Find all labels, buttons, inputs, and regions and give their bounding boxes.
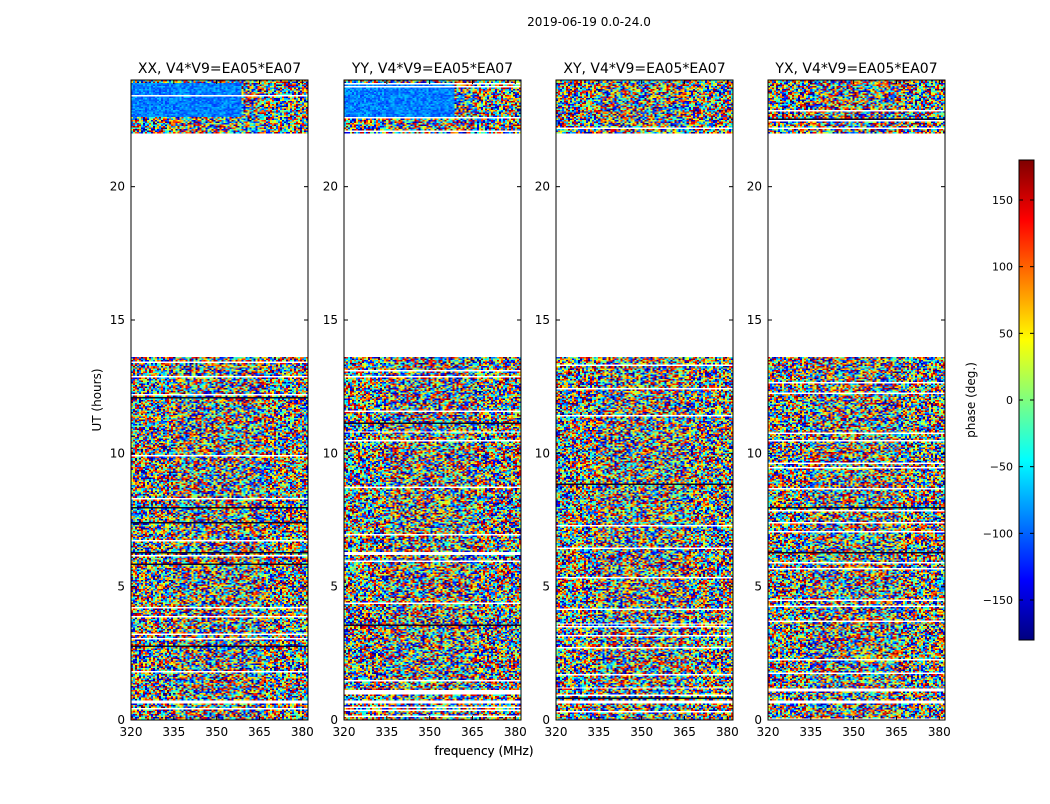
axes-frame	[767, 79, 946, 721]
x-tick-label: 365	[673, 725, 696, 739]
x-tick-label: 350	[205, 725, 228, 739]
panel-title: YY, V4*V9=EA05*EA07	[351, 61, 513, 77]
panel-1: XX, V4*V9=EA05*EA07 320 335 350 365 380 0 5 10 15…	[90, 61, 534, 758]
colorbar-tick-label: −150	[983, 594, 1013, 607]
x-axis-label: frequency (MHz)	[434, 744, 533, 758]
y-tick-label: 15	[747, 313, 762, 327]
heatmap-image-4	[768, 80, 945, 720]
y-tick-label: 5	[117, 580, 125, 594]
x-tick-label: 335	[162, 725, 185, 739]
x-tick-label: 380	[928, 725, 951, 739]
y-axis-label: UT (hours)	[90, 368, 104, 431]
x-tick-label: 320	[757, 725, 780, 739]
y-tick-label: 5	[330, 580, 338, 594]
y-tick-label: 0	[117, 713, 125, 727]
x-tick-label: 365	[461, 725, 484, 739]
y-tick-label: 0	[330, 713, 338, 727]
x-tick-label: 320	[120, 725, 143, 739]
y-tick-label: 15	[323, 313, 338, 327]
panel-title: YX, V4*V9=EA05*EA07	[774, 61, 937, 77]
panel-title: XY, V4*V9=EA05*EA07	[563, 61, 725, 77]
y-tick-label: 15	[110, 313, 125, 327]
y-tick-label: 10	[323, 446, 338, 460]
axes-frame	[343, 79, 522, 721]
axes-frame	[130, 79, 309, 721]
colorbar: 150 100 50 0 −50 −100 −150 phase (deg.)	[964, 159, 1035, 641]
heatmap-image-1	[131, 80, 308, 720]
x-axis-label: frequency (MHz)	[434, 744, 533, 758]
y-tick-label: 5	[754, 580, 762, 594]
y-tick-label: 20	[535, 180, 550, 194]
y-tick-label: 20	[747, 180, 762, 194]
heatmap-image-3	[556, 80, 733, 720]
x-tick-label: 335	[587, 725, 610, 739]
y-tick-label: 10	[110, 446, 125, 460]
panel-3: XY, V4*V9=EA05*EA07 320 335 350 365 380 0 5 10 15…	[535, 61, 739, 739]
x-tick-label: 335	[799, 725, 822, 739]
x-tick-label: 365	[248, 725, 271, 739]
figure-suptitle: 2019-06-19 0.0-24.0	[527, 15, 651, 29]
x-tick-label: 365	[885, 725, 908, 739]
panel-2: YY, V4*V9=EA05*EA07 320 335 350 365 380 0 5 10 15…	[323, 61, 534, 758]
heatmap-image-2	[344, 80, 521, 720]
y-tick-label: 5	[542, 580, 550, 594]
x-tick-label: 320	[333, 725, 356, 739]
x-tick-label: 320	[545, 725, 568, 739]
colorbar-tick-label: 100	[992, 261, 1013, 274]
colorbar-tick-label: −100	[983, 527, 1013, 540]
x-tick-label: 350	[418, 725, 441, 739]
panel-4: YX, V4*V9=EA05*EA07 320 335 350 365 380 0 5 10 15…	[747, 61, 951, 739]
colorbar-tick-label: −50	[990, 461, 1013, 474]
y-tick-label: 15	[535, 313, 550, 327]
x-tick-label: 380	[716, 725, 739, 739]
colorbar-label: phase (deg.)	[964, 362, 978, 438]
x-tick-label: 380	[504, 725, 527, 739]
y-tick-label: 20	[323, 180, 338, 194]
x-tick-label: 380	[291, 725, 314, 739]
y-tick-label: 0	[542, 713, 550, 727]
colorbar-tick-label: 50	[999, 327, 1013, 340]
panels: XX, V4*V9=EA05*EA07 320 335 350 365 380 0 5 10 15…	[90, 61, 951, 758]
colorbar-tick-label: 150	[992, 194, 1013, 207]
x-tick-label: 350	[842, 725, 865, 739]
y-tick-label: 10	[535, 446, 550, 460]
y-tick-label: 20	[110, 180, 125, 194]
x-tick-label: 350	[630, 725, 653, 739]
x-tick-label: 335	[375, 725, 398, 739]
y-tick-label: 0	[754, 713, 762, 727]
y-tick-label: 10	[747, 446, 762, 460]
colorbar-tick-label: 0	[1006, 394, 1013, 407]
panel-title: XX, V4*V9=EA05*EA07	[138, 61, 301, 77]
axes-frame	[555, 79, 734, 721]
